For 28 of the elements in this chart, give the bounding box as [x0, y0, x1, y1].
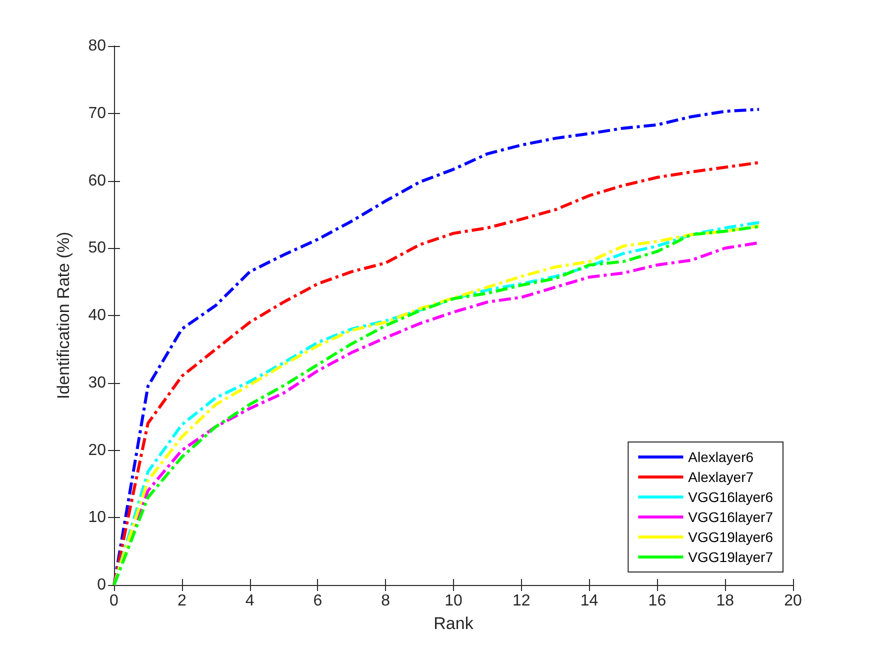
y-tick-label: 30	[88, 374, 106, 392]
y-tick-label: 40	[88, 307, 106, 324]
legend-label: VGG19layer7	[688, 549, 774, 565]
x-tick-label: 20	[784, 592, 802, 610]
legend-label: VGG16layer6	[688, 489, 774, 505]
x-tick-label: 2	[177, 592, 186, 610]
x-tick-label: 0	[110, 592, 119, 610]
x-tick-label: 6	[313, 592, 322, 610]
y-axis-title: Identification Rate (%)	[54, 232, 73, 400]
y-tick-label: 70	[88, 104, 106, 122]
legend-label: Alexlayer6	[688, 449, 754, 465]
x-tick-label: 10	[444, 592, 462, 610]
y-tick-label: 0	[97, 576, 106, 594]
y-tick-label: 80	[88, 38, 106, 54]
y-tick-label: 50	[88, 240, 106, 257]
x-tick-label: 14	[580, 592, 598, 610]
y-tick-label: 20	[88, 442, 106, 459]
y-tick-label: 60	[88, 172, 106, 190]
x-axis-title: Rank	[434, 614, 474, 633]
x-tick-label: 4	[245, 592, 254, 610]
x-tick-label: 16	[648, 592, 666, 610]
x-tick-label: 12	[512, 592, 530, 610]
legend-label: VGG19layer6	[688, 529, 774, 545]
y-tick-label: 10	[88, 509, 106, 526]
legend-label: VGG16layer7	[688, 509, 774, 525]
x-tick-label: 18	[716, 592, 734, 610]
x-tick-label: 8	[381, 592, 390, 610]
legend-label: Alexlayer7	[688, 469, 754, 485]
